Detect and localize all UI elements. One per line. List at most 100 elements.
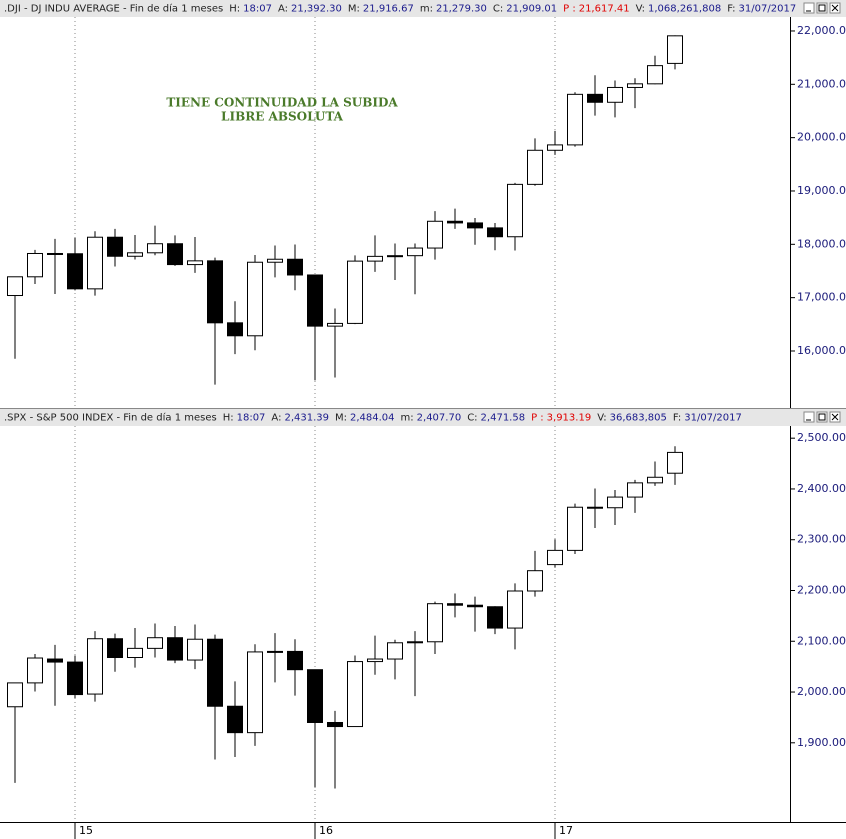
candle-body [147,243,163,254]
candle-body [167,637,183,661]
y-tick-label: 1,900.00 [797,736,846,749]
candle-body [127,647,143,659]
candle-body [487,227,503,238]
candle-body [407,247,423,257]
candle-body [607,496,623,509]
header-value: 18:07 [237,413,266,424]
header-label: C: [467,413,477,424]
header-value: 18:07 [243,4,272,15]
candle-body [47,658,63,663]
header-value: 2,484.04 [350,413,395,424]
candle-body [127,252,143,257]
candle-body [7,682,23,708]
panel-title: .SPX - S&P 500 INDEX - Fin de día 1 mese… [4,412,217,424]
candle-body [347,260,363,324]
y-tick-label: 2,400.00 [797,482,846,495]
y-tick-label: 2,000.00 [797,685,846,698]
header-value: 2,471.58 [481,413,526,424]
header-label: m: [420,4,433,15]
candle-body [147,637,163,649]
y-tick-label: 2,200.00 [797,583,846,596]
candle-body [307,274,323,327]
header-label: A: [271,413,281,424]
candle-body [167,243,183,266]
header-label: H: [229,4,240,15]
header-label: H: [223,413,234,424]
candle-body [427,220,443,249]
header-label: F: [673,413,681,424]
y-tick-label: 21,000.00 [797,77,846,90]
candle-body [467,604,483,608]
header-bar [0,0,846,17]
header-value: 21,909.01 [506,4,557,15]
candle-body [627,83,643,88]
candle-body [647,476,663,484]
candle-body [347,661,363,728]
candle-body [427,603,443,643]
y-tick-label: 2,300.00 [797,533,846,546]
candle-body [547,144,563,151]
header-value: 2,407.70 [417,413,462,424]
y-tick-label: 20,000.00 [797,131,846,144]
candle-body [67,661,83,696]
candle-body [627,482,643,498]
candle-body [187,638,203,661]
candle-body [567,506,583,551]
header-value: 2,431.39 [284,413,329,424]
candle-body [527,149,543,185]
panel-header: .SPX - S&P 500 INDEX - Fin de día 1 mese… [4,412,742,424]
candle-body [507,183,523,238]
candle-body [207,638,223,707]
header-bar [0,409,846,426]
y-tick-label: 2,100.00 [797,634,846,647]
header-label: M: [348,4,360,15]
candle-body [367,658,383,663]
candle-body [27,252,43,278]
candle-body [507,590,523,629]
header-value: 21,916.67 [363,4,414,15]
candle-body [47,252,63,255]
y-tick-label: 16,000.00 [797,344,846,357]
header-value: 21,279.30 [436,4,487,15]
candle-body [327,322,343,327]
candle-body [287,258,303,276]
candle-body [587,506,603,509]
candle-body [227,705,243,734]
candle-body [27,657,43,684]
candle-body [247,261,263,337]
candle-body [267,258,283,263]
candle-body [327,721,343,728]
candle-body [607,86,623,103]
candle-body [407,641,423,644]
candle-body [367,255,383,262]
header-label: M: [335,413,347,424]
candle-body [67,253,83,290]
candle-body [7,276,23,297]
header-value: 31/07/2017 [739,4,797,15]
candle-body [387,255,403,258]
y-tick-label: 22,000.00 [797,24,846,37]
header-label: P : [531,413,544,424]
annotation: LIBRE ABSOLUTA [221,110,344,124]
window-buttons[interactable] [803,2,841,14]
candle-body [247,651,263,734]
window-buttons[interactable] [803,411,841,423]
panel-title: .DJI - DJ INDU AVERAGE - Fin de día 1 me… [4,3,223,15]
candle-body [227,322,243,337]
y-tick-label: 18,000.00 [797,237,846,250]
candle-body [667,35,683,64]
header-value: 3,913.19 [547,413,592,424]
header-label: V: [597,413,606,424]
candle-body [87,236,103,290]
y-tick-label: 19,000.00 [797,184,846,197]
candle-body [187,260,203,266]
candle-body [307,669,323,723]
x-tick-label: 15 [79,824,93,837]
x-tick-label: 17 [559,824,573,837]
candle-body [587,93,603,103]
candle-body [547,549,563,566]
header-value: 21,392.30 [291,4,342,15]
candle-body [447,220,463,224]
header-value: 1,068,261,808 [648,4,721,15]
